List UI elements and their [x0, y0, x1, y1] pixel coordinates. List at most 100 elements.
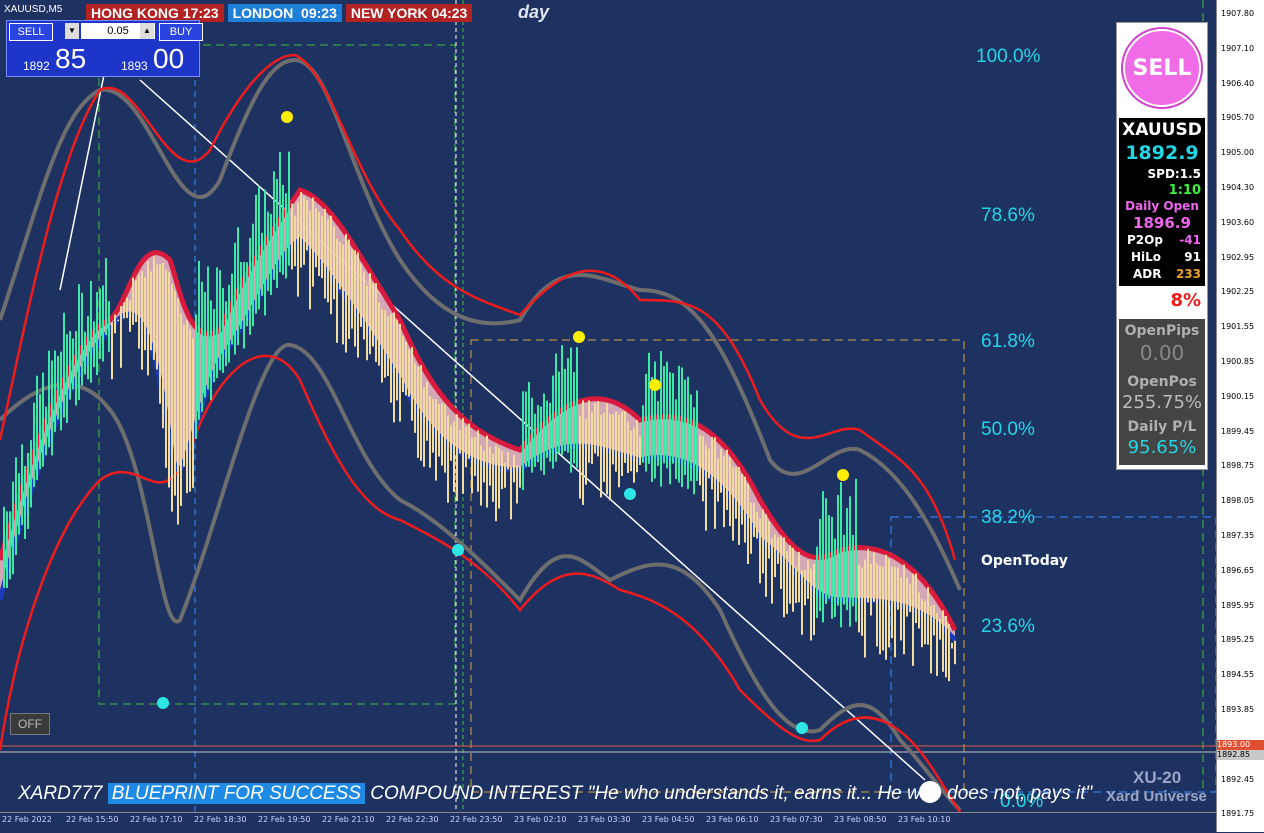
price-scale-label: 1902.25 — [1221, 287, 1255, 297]
symbol-timeframe-label: XAUUSD,M5 — [4, 4, 63, 15]
symbol-stats: XAUUSD 1892.9 SPD:1.5 1:10 Daily Open 18… — [1119, 118, 1205, 286]
price-scale-label: 1899.45 — [1221, 426, 1255, 436]
price-scale[interactable] — [1216, 0, 1264, 832]
grey-band-upper — [0, 57, 962, 591]
time-scale-label: 22 Feb 19:50 — [258, 815, 311, 824]
time-scale-label: 23 Feb 07:30 — [770, 815, 823, 824]
time-scale-label: 23 Feb 03:30 — [578, 815, 631, 824]
price-scale-label: 1902.95 — [1221, 252, 1255, 262]
fib-level-500: 50.0% — [981, 419, 1035, 440]
session-london: LONDON 09:23 — [227, 4, 342, 22]
price-scale-label: 1892.45 — [1221, 774, 1255, 784]
price-scale-label: 1900.85 — [1221, 357, 1255, 366]
banner-highlight: BLUEPRINT FOR SUCCESS — [107, 783, 365, 804]
candles — [3, 151, 956, 682]
session-hongkong: HONG KONG 17:23 — [86, 4, 224, 22]
info-panel: SELL XAUUSD 1892.9 SPD:1.5 1:10 Daily Op… — [1116, 22, 1208, 470]
price-scale-label: 1900.15 — [1221, 391, 1255, 401]
fib-level-786: 78.6% — [981, 205, 1035, 226]
info-daily-open-label: Daily Open — [1125, 199, 1199, 213]
fib-level-0: 0.0% — [1000, 791, 1044, 812]
swing-high-dot — [573, 331, 585, 343]
off-button[interactable]: OFF — [10, 713, 50, 735]
open-pos-label: OpenPos — [1127, 374, 1197, 390]
open-today-label: OpenToday — [981, 553, 1068, 569]
price-scale-label: 1891.75 — [1221, 809, 1255, 819]
price-scale-label: 1906.40 — [1221, 78, 1255, 88]
info-leverage: 1:10 — [1168, 183, 1201, 198]
ask-price-marker: 1893.00 — [1217, 740, 1264, 750]
swing-low-dot — [452, 544, 464, 556]
signal-badge: SELL — [1121, 27, 1203, 109]
sell-button[interactable]: SELL — [9, 23, 53, 41]
time-scale[interactable] — [0, 812, 1216, 833]
price-scale-label: 1893.85 — [1221, 705, 1255, 714]
open-pips-value: 0.00 — [1139, 341, 1185, 365]
price-scale-label: 1896.65 — [1221, 565, 1255, 575]
one-click-trade-panel: SELL ▼ 0.05 ▲ BUY 1892 85 1893 00 — [6, 20, 203, 77]
banner-quote: COMPOUND INTEREST "He who understands it… — [370, 783, 1093, 804]
time-scale-label: 23 Feb 10:10 — [898, 815, 951, 824]
time-scale-label: 23 Feb 02:10 — [514, 815, 567, 824]
brand-name: Xard Universe — [1106, 788, 1207, 805]
price-scale-label: 1907.80 — [1221, 9, 1255, 18]
ask-price-small[interactable]: 1893 — [121, 59, 148, 73]
time-scale-label: 22 Feb 18:30 — [194, 815, 247, 824]
daily-pl-label: Daily P/L — [1127, 419, 1197, 435]
price-scale-label: 1905.00 — [1221, 148, 1255, 158]
time-scale-label: 22 Feb 15:50 — [66, 815, 119, 824]
fib-level-382: 38.2% — [981, 507, 1035, 528]
time-scale-label: 23 Feb 06:10 — [706, 815, 759, 824]
grey-band-lower — [0, 343, 962, 812]
chart-area[interactable]: XAUUSD,M5 HONG KONG 17:23 LONDON 09:23 N… — [0, 0, 1216, 812]
swing-high-dot — [281, 111, 293, 123]
price-chart[interactable] — [0, 0, 1216, 812]
range-box-right — [890, 516, 1216, 793]
bid-price-small[interactable]: 1892 — [23, 59, 50, 73]
info-symbol: XAUUSD — [1122, 120, 1202, 140]
open-positions-panel: OpenPips 0.00 OpenPos 255.75% Daily P/L … — [1119, 319, 1205, 465]
fib-level-100: 100.0% — [976, 46, 1041, 67]
price-scale-label: 1894.55 — [1221, 670, 1255, 680]
banner-author: XARD777 — [18, 783, 103, 804]
swing-low-dot — [624, 488, 636, 500]
fib-level-236: 23.6% — [981, 616, 1035, 637]
bid-price-big[interactable]: 85 — [55, 43, 87, 74]
bid-price-marker: 1892.85 — [1217, 750, 1264, 760]
price-scale-label: 1907.10 — [1221, 43, 1255, 53]
red-band-upper — [0, 53, 957, 561]
info-percent: 8% — [1170, 290, 1201, 311]
lot-size-input[interactable]: 0.05 — [81, 23, 155, 39]
lot-decrease-icon[interactable]: ▼ — [65, 23, 79, 39]
session-newyork: NEW YORK 04:23 — [345, 4, 473, 22]
price-scale-label: 1898.05 — [1221, 496, 1255, 506]
price-scale-label: 1901.55 — [1221, 322, 1255, 332]
swing-high-dot — [837, 469, 849, 481]
time-scale-label: 22 Feb 2022 — [2, 815, 52, 824]
fib-level-618: 61.8% — [981, 331, 1035, 352]
inner-upper-line — [0, 187, 958, 632]
price-scale-label: 1903.60 — [1221, 217, 1255, 227]
motto-banner: XARD777 BLUEPRINT FOR SUCCESS COMPOUND I… — [18, 783, 1092, 805]
range-box-middle — [470, 339, 965, 793]
time-scale-label: 22 Feb 17:10 — [130, 815, 183, 824]
ask-price-big[interactable]: 00 — [153, 43, 185, 74]
price-scale-label: 1905.70 — [1221, 113, 1255, 123]
swing-low-dot — [157, 697, 169, 709]
brand-version: XU-20 — [1133, 768, 1182, 787]
trendline — [59, 69, 106, 291]
price-scale-label: 1895.95 — [1221, 600, 1255, 610]
buy-button[interactable]: BUY — [159, 23, 203, 41]
red-band-lower — [0, 354, 962, 812]
price-scale-label: 1895.25 — [1221, 635, 1255, 645]
info-daily-open: 1896.9 — [1133, 214, 1191, 232]
swing-high-dot — [649, 379, 661, 391]
price-scale-label: 1897.35 — [1221, 531, 1255, 540]
time-scale-label: 23 Feb 08:50 — [834, 815, 887, 824]
daily-pl-value: 95.65% — [1127, 437, 1197, 458]
price-scale-label: 1898.75 — [1221, 461, 1255, 471]
current-price-dot — [919, 781, 941, 803]
lot-increase-icon[interactable]: ▲ — [140, 23, 154, 39]
price-scale-label: 1904.30 — [1221, 183, 1255, 192]
signal-label: SELL — [1123, 29, 1201, 107]
